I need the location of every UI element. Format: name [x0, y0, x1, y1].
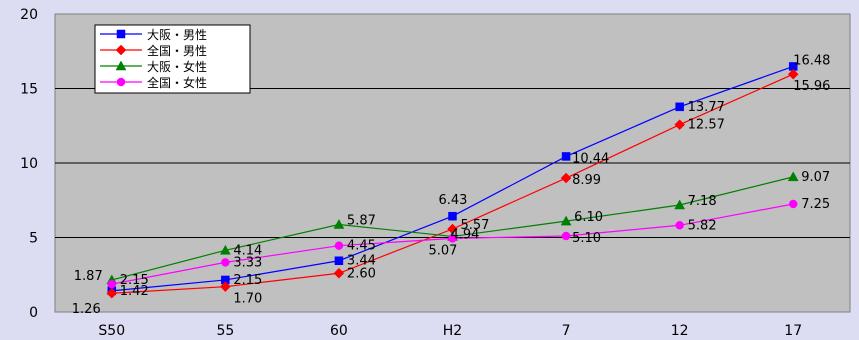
data-label: 2.60 [347, 266, 376, 281]
data-label: 6.43 [439, 193, 468, 208]
data-label: 9.07 [801, 170, 830, 185]
data-label: 8.99 [572, 173, 601, 188]
x-tick-label: 12 [671, 323, 689, 339]
data-point [219, 244, 231, 255]
y-tick-label: 10 [20, 156, 38, 172]
x-tick-label: 55 [216, 323, 234, 339]
data-label: 1.70 [233, 292, 262, 307]
data-label: 1.42 [120, 284, 149, 299]
data-point [333, 219, 345, 229]
data-label: 5.82 [688, 218, 717, 233]
data-point [560, 215, 572, 226]
data-label: 12.57 [688, 118, 725, 133]
legend-label: 全国・男性 [147, 43, 207, 58]
legend-marker [115, 44, 127, 56]
x-tick-label: 7 [562, 323, 571, 339]
data-label: 1.87 [74, 269, 103, 284]
data-label: 6.10 [574, 210, 603, 225]
data-label: 5.87 [347, 214, 376, 229]
legend-marker [116, 77, 126, 87]
y-tick-label: 0 [29, 305, 38, 321]
x-tick-label: S50 [98, 323, 125, 339]
legend-marker [116, 29, 126, 39]
data-label: 1.26 [72, 302, 101, 317]
x-tick-label: 60 [330, 323, 348, 339]
y-tick-label: 5 [29, 231, 38, 247]
data-point [106, 287, 118, 299]
data-label: 15.96 [793, 79, 830, 94]
data-label: 2.15 [120, 273, 149, 288]
data-point [561, 152, 571, 161]
data-point [787, 68, 799, 80]
data-label: 4.94 [451, 227, 480, 242]
data-label: 10.44 [572, 151, 609, 166]
data-point [560, 172, 572, 184]
data-point [448, 211, 457, 221]
data-point [221, 258, 230, 267]
data-point [787, 171, 799, 182]
legend-marker [115, 60, 127, 71]
data-point [675, 102, 684, 112]
data-label: 7.18 [688, 194, 717, 209]
data-label: 5.10 [572, 231, 601, 246]
data-label: 3.33 [233, 255, 262, 270]
axis-labels: 0 5 10 15 20 S50 55 60 H2 7 12 17 [20, 7, 802, 339]
data-label: 13.77 [688, 100, 725, 115]
data-point [334, 241, 344, 250]
data-label: 4.14 [233, 243, 262, 258]
series-layer [106, 62, 799, 299]
data-point [220, 281, 231, 293]
data-point [674, 119, 685, 131]
x-tick-label: 17 [784, 323, 802, 339]
data-point [334, 256, 344, 265]
data-point [674, 199, 686, 210]
data-label: 4.45 [347, 239, 376, 254]
data-labels: 1.422.153.446.4310.4413.7716.481.261.702… [72, 53, 831, 317]
legend-label: 大阪・女性 [147, 59, 207, 74]
data-point [561, 231, 571, 241]
data-label: 3.44 [347, 254, 376, 269]
y-tick-label: 20 [20, 7, 38, 23]
data-label: 7.25 [801, 197, 830, 212]
legend-label: 大阪・男性 [147, 28, 207, 42]
data-point [788, 199, 798, 209]
data-label: 16.48 [793, 53, 830, 68]
y-tick-label: 15 [20, 82, 38, 98]
data-label: 2.15 [233, 273, 262, 288]
data-point [333, 267, 345, 279]
data-label: 5.57 [461, 218, 490, 233]
x-tick-label: H2 [443, 323, 462, 339]
data-point [675, 221, 684, 230]
data-label: 5.07 [429, 243, 458, 258]
legend-label: 全国・女性 [147, 75, 207, 90]
data-point [448, 234, 457, 243]
data-point [107, 279, 117, 289]
